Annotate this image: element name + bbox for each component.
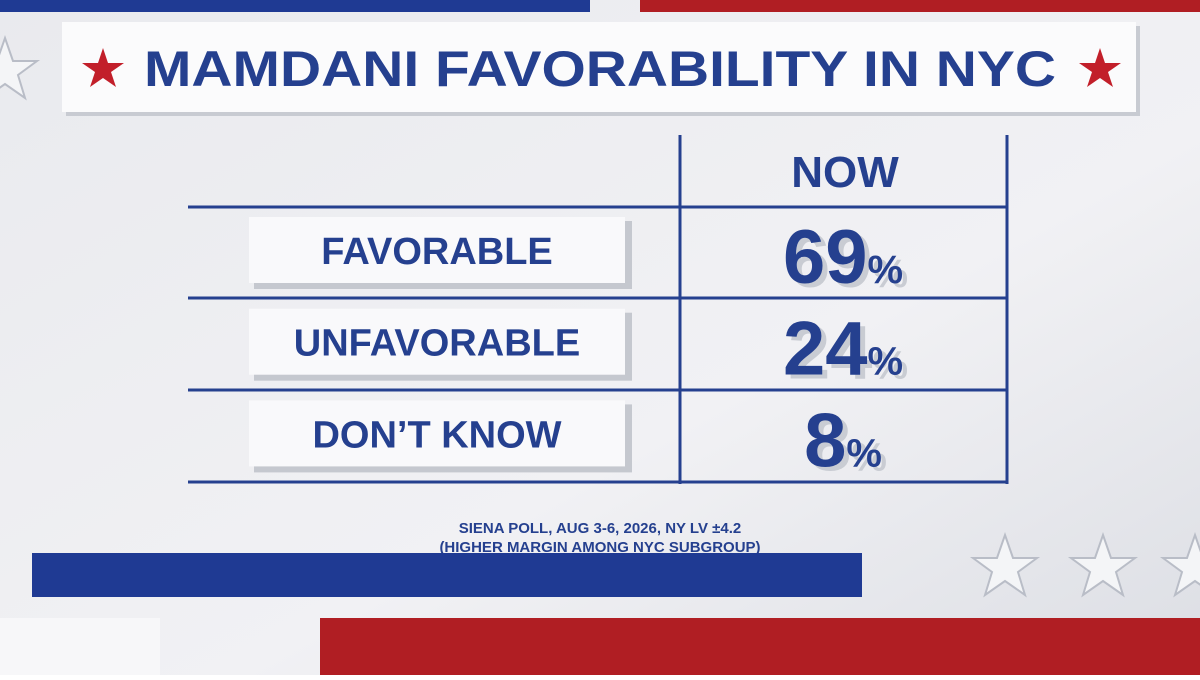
table-grid [188, 135, 1009, 484]
star [1159, 531, 1200, 598]
star [0, 34, 41, 101]
source-line: (HIGHER MARGIN AMONG NYC SUBGROUP) [439, 539, 760, 556]
row-label: UNFAVORABLE [294, 323, 580, 365]
row-label: DON’T KNOW [312, 414, 561, 456]
title: MAMDANI FAVORABILITY IN NYC [144, 41, 1056, 97]
label-box [249, 400, 625, 467]
rows: FAVORABLE 69% UNFAVORABLE 24% DON’T KNOW 8% [249, 215, 903, 483]
bottom-red-bar [320, 618, 1200, 675]
title-box [62, 22, 1136, 112]
row-label: FAVORABLE [321, 231, 553, 273]
row-value: 24% [783, 307, 903, 392]
value-unit: % [867, 340, 903, 384]
value-number: 8 [804, 398, 846, 483]
label-box [249, 217, 625, 283]
bottom-blue-bar [32, 553, 862, 597]
stars [0, 34, 1200, 598]
value-unit: % [846, 431, 882, 475]
bottom-white-bar [0, 618, 160, 675]
value-number: 24 [783, 307, 868, 392]
value-number: 69 [783, 215, 868, 300]
row-value: 69% [783, 215, 903, 300]
top-blue-bar [0, 0, 590, 12]
source-line: SIENA POLL, AUG 3-6, 2026, NY LV ±4.2 [459, 520, 742, 537]
star [82, 48, 124, 87]
row-value: 8% [804, 398, 882, 483]
star [1067, 531, 1139, 598]
top-red-bar [640, 0, 1200, 12]
value-unit: % [867, 248, 903, 292]
label-box [249, 308, 625, 375]
star [1079, 48, 1121, 87]
star [969, 531, 1041, 598]
column-header: NOW [791, 148, 899, 197]
